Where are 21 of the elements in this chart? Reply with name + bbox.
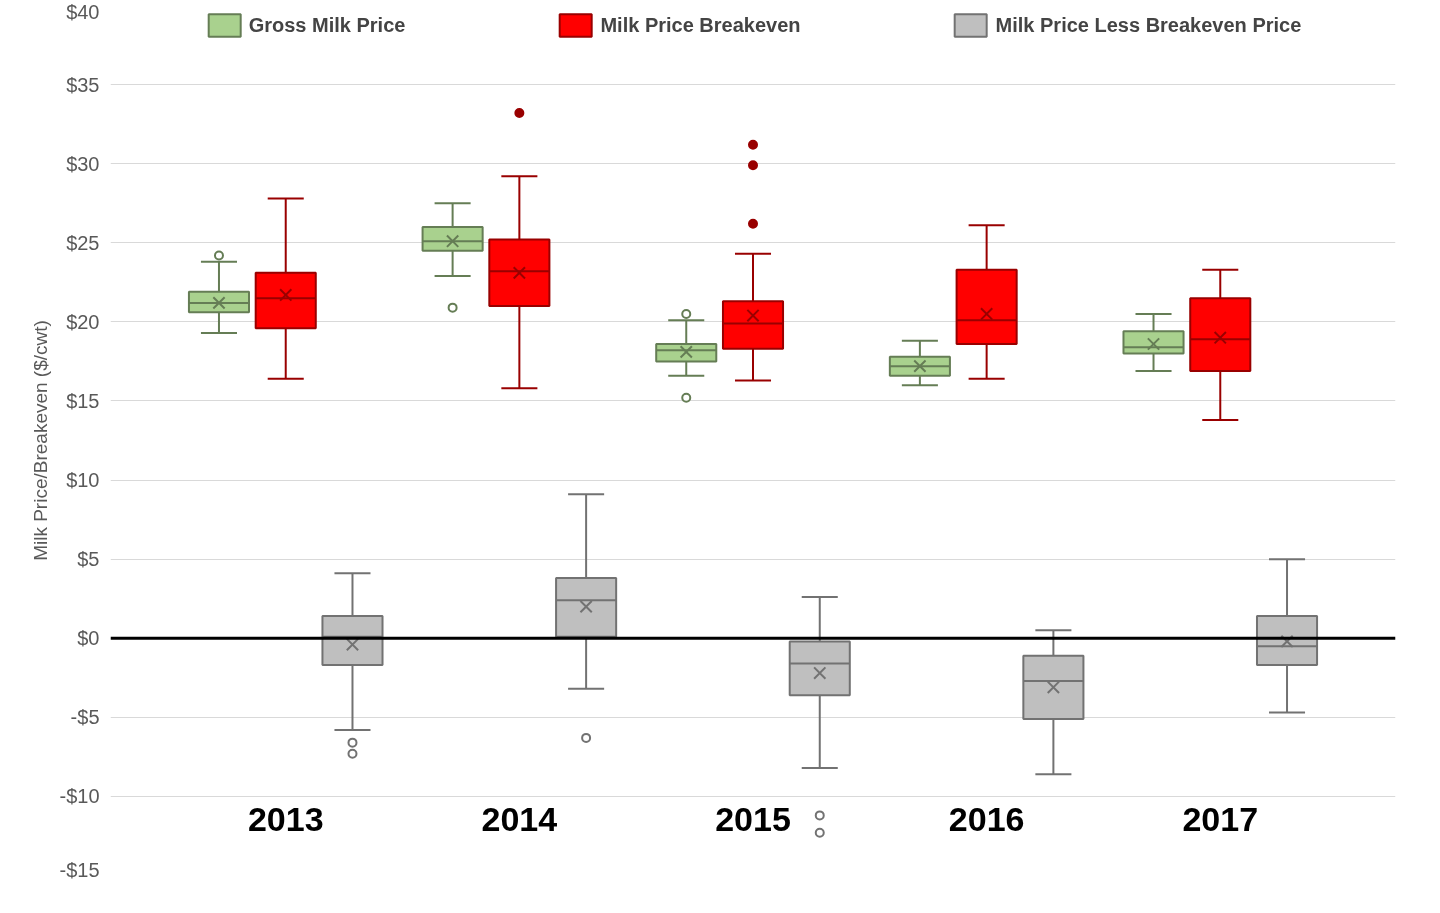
x-tick-label: 2014 — [481, 800, 558, 839]
y-tick-label: $25 — [66, 231, 100, 254]
x-tick-label: 2015 — [715, 800, 791, 839]
y-tick-label: $35 — [66, 73, 100, 96]
y-tick-label: $15 — [66, 389, 100, 412]
x-tick-label: 2017 — [1182, 800, 1259, 839]
y-tick-label: -$5 — [70, 706, 100, 729]
y-axis-title: Milk Price/Breakeven ($/cwt) — [30, 320, 52, 561]
y-tick-label: -$10 — [59, 785, 100, 808]
x-tick-label: 2016 — [948, 800, 1025, 839]
y-tick-label: $20 — [66, 310, 100, 333]
y-tick-label: $30 — [66, 152, 100, 175]
y-tick-label: $5 — [77, 548, 100, 571]
y-tick-label: -$15 — [59, 858, 100, 881]
y-tick-label: $10 — [66, 469, 100, 492]
legend-label: Gross Milk Price — [248, 13, 406, 37]
legend-label: Milk Price Breakeven — [600, 13, 801, 37]
x-tick-label: 2013 — [247, 800, 324, 839]
legend-label: Milk Price Less Breakeven Price — [995, 13, 1302, 37]
y-tick-label: $0 — [77, 627, 100, 650]
y-tick-label: $40 — [66, 0, 100, 23]
